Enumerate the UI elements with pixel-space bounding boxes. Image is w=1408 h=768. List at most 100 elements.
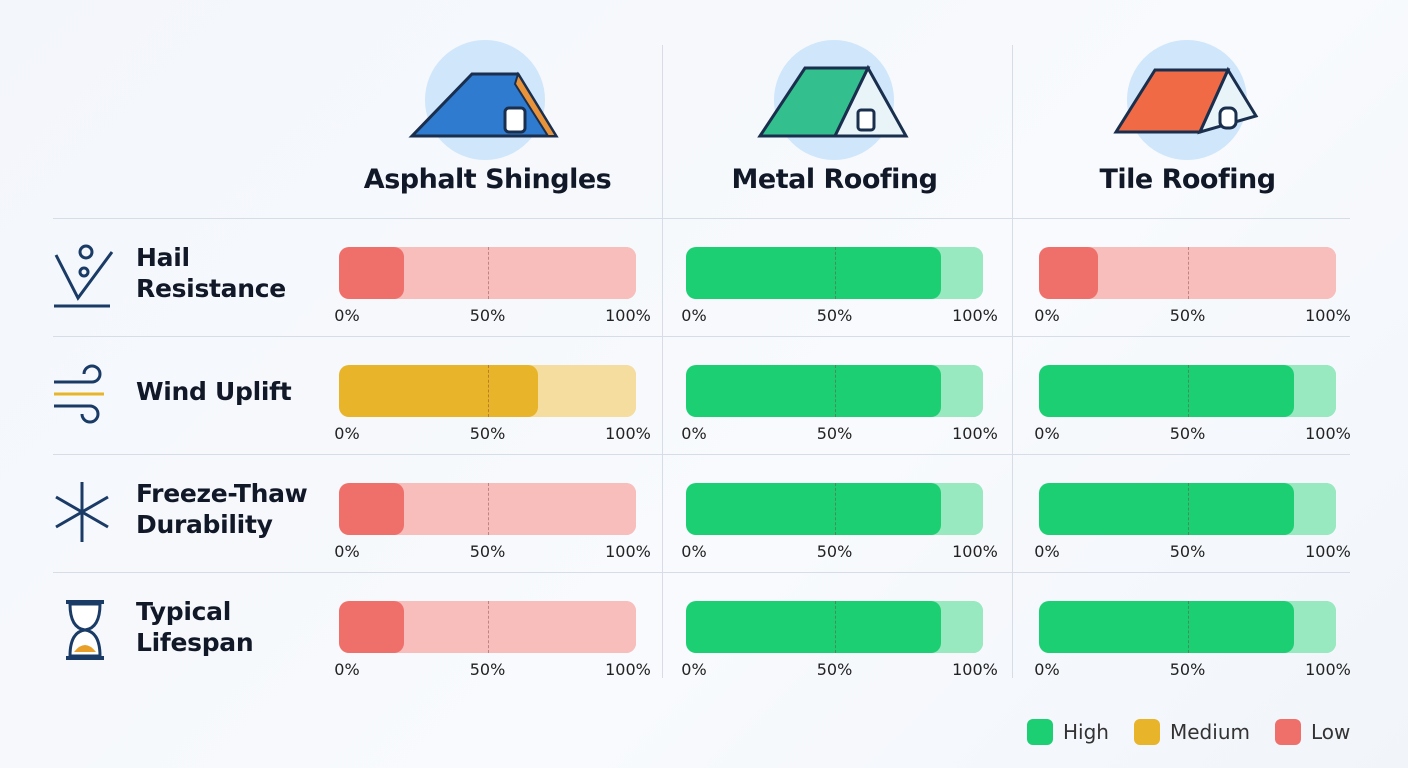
tick-label: 100% [1305,542,1351,561]
tick-label: 100% [952,424,998,443]
bar-track [686,247,983,299]
grid-line [834,601,836,653]
bar [339,601,405,653]
tick-label: 100% [605,542,651,561]
icon-wind [54,364,104,424]
bar [686,483,942,535]
grid-line [487,483,489,535]
grid-line [1187,601,1189,653]
row-label: Wind Uplift [136,376,292,406]
row-label: Freeze-Thaw Durability [136,479,308,539]
legend-label: High [1063,720,1109,744]
column-divider [662,45,663,678]
tick-label: 0% [334,542,360,561]
column-title: Tile Roofing [1099,164,1276,195]
tick-label: 0% [681,424,707,443]
tick-label: 100% [605,660,651,679]
tick-label: 100% [1305,660,1351,679]
bar-track [686,601,983,653]
column-divider [1012,45,1013,678]
tick-label: 0% [681,542,707,561]
bar [686,247,942,299]
grid-line [1187,247,1189,299]
tick-label: 50% [1169,306,1206,325]
legend-swatch [1134,719,1160,745]
legend-swatch [1275,719,1301,745]
row-divider [53,454,1350,455]
tick-label: 100% [605,306,651,325]
icon-metal [757,40,909,160]
tick-label: 50% [1169,660,1206,679]
legend-label: Low [1311,720,1351,744]
bar [686,601,942,653]
bar-track [1039,601,1336,653]
icon-hourglass [66,600,104,660]
grid-line [1187,483,1189,535]
bar [686,365,942,417]
column-title: Asphalt Shingles [363,164,612,195]
tick-label: 100% [605,424,651,443]
tick-label: 100% [952,660,998,679]
tick-label: 50% [816,306,853,325]
bar-track [686,483,983,535]
tick-label: 0% [334,660,360,679]
legend-swatch [1027,719,1053,745]
legend-label: Medium [1170,720,1250,744]
row-divider [53,572,1350,573]
row-divider [53,218,1350,219]
bar-track [1039,365,1336,417]
icon-asphalt [408,40,559,160]
tick-label: 0% [1034,424,1060,443]
bar [339,365,538,417]
bar [1039,483,1295,535]
bar [1039,247,1099,299]
tick-label: 0% [334,424,360,443]
row-label: Typical Lifespan [136,597,254,657]
grid-line [487,365,489,417]
icon-tile [1113,40,1259,160]
column-title: Metal Roofing [731,164,938,195]
tick-label: 100% [1305,424,1351,443]
bar-track [339,247,636,299]
tick-label: 50% [469,660,506,679]
tick-label: 0% [1034,306,1060,325]
bar [339,247,405,299]
bar-track [339,365,636,417]
row-divider [53,336,1350,337]
bar-track [686,365,983,417]
icon-snow [55,482,109,542]
bar-track [339,601,636,653]
bar [339,483,405,535]
tick-label: 0% [1034,542,1060,561]
tick-label: 100% [1305,306,1351,325]
grid-line [1187,365,1189,417]
grid-line [487,247,489,299]
tick-label: 0% [334,306,360,325]
tick-label: 0% [1034,660,1060,679]
grid-line [834,483,836,535]
tick-label: 50% [1169,542,1206,561]
tick-label: 0% [681,306,707,325]
tick-label: 100% [952,306,998,325]
bar-track [1039,247,1336,299]
grid-line [834,247,836,299]
tick-label: 50% [816,542,853,561]
tick-label: 50% [469,306,506,325]
bar-track [1039,483,1336,535]
tick-label: 50% [1169,424,1206,443]
row-label: Hail Resistance [136,243,286,303]
tick-label: 50% [816,660,853,679]
grid-line [834,365,836,417]
icon-hail [54,244,114,308]
grid-line [487,601,489,653]
tick-label: 50% [469,424,506,443]
tick-label: 0% [681,660,707,679]
bar [1039,601,1295,653]
tick-label: 100% [952,542,998,561]
bar [1039,365,1295,417]
tick-label: 50% [469,542,506,561]
bar-track [339,483,636,535]
tick-label: 50% [816,424,853,443]
